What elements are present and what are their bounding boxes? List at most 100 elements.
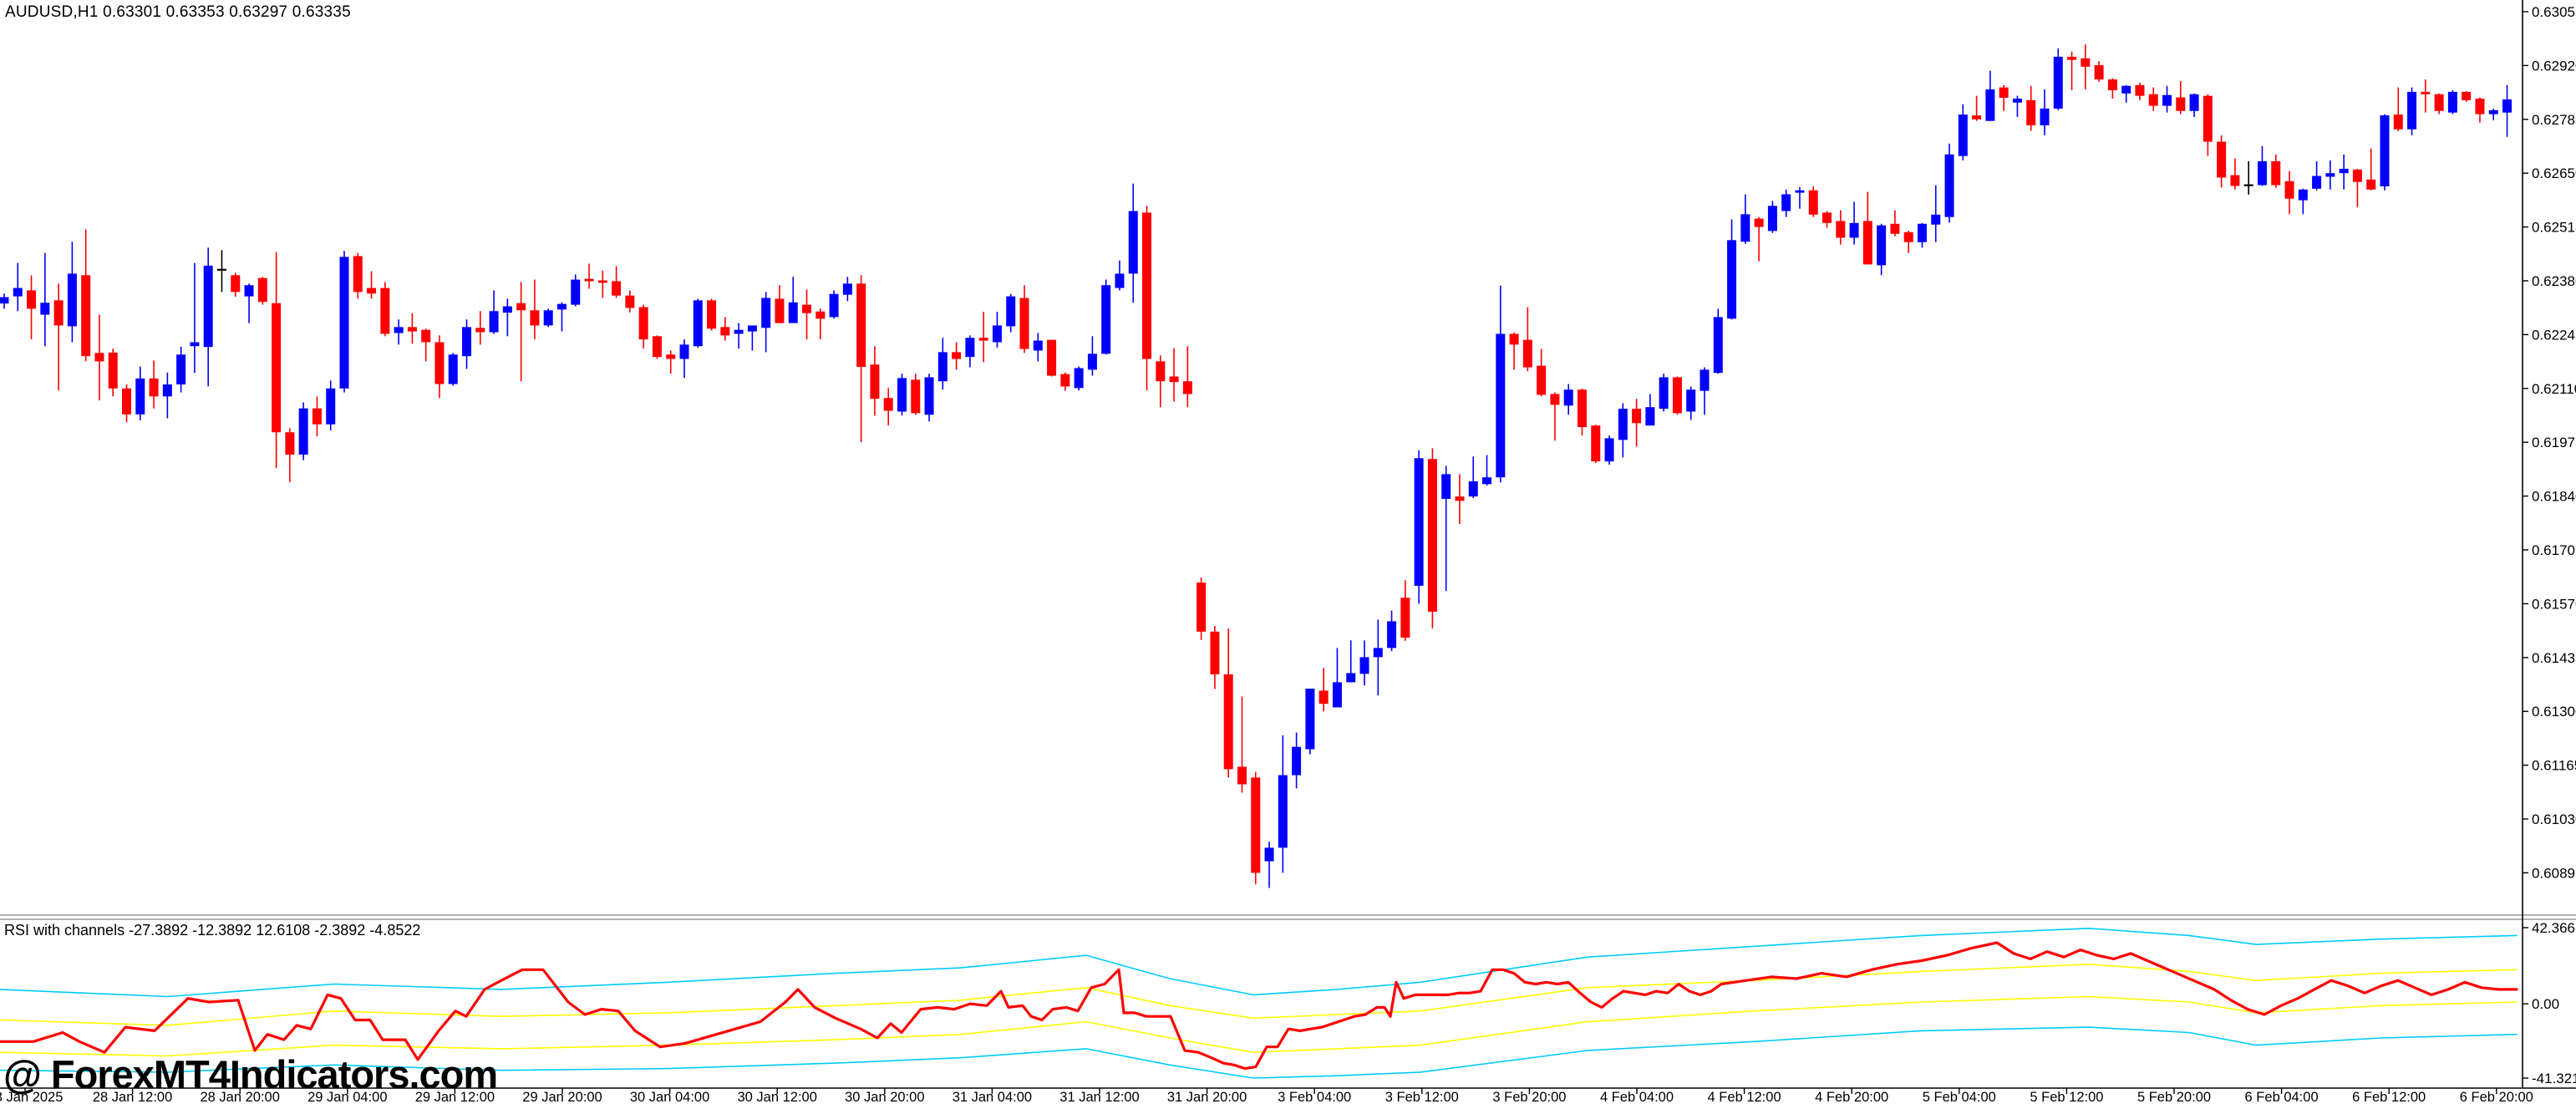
candle [2162,85,2172,113]
candle [1373,619,1383,696]
chart-title: AUDUSD,H1 0.63301 0.63353 0.63297 0.6333… [5,3,351,21]
candle [2230,158,2240,190]
time-axis-label[interactable]: 28 Jan 20:00 [200,1090,279,1105]
candle [1999,84,2009,111]
candle [2325,160,2335,190]
price-axis-label[interactable]: 0.61705 [2532,542,2576,558]
candle [2271,154,2281,188]
time-axis-label[interactable]: 28 Jan 2025 [0,1090,63,1105]
price-axis-label[interactable]: 0.63055 [2532,4,2576,20]
time-axis-label[interactable]: 31 Jan 20:00 [1167,1090,1247,1105]
candle [2284,170,2294,215]
price-axis-label[interactable]: 0.62245 [2532,327,2576,343]
candle [679,339,689,379]
time-axis-label[interactable]: 3 Feb 20:00 [1492,1090,1566,1105]
candle [2393,87,2403,132]
candle [434,335,445,399]
candle [2447,89,2457,114]
time-axis-label[interactable]: 5 Feb 04:00 [1923,1090,1996,1105]
time-axis-label[interactable]: 28 Jan 12:00 [93,1090,172,1105]
price-axis-label[interactable]: 0.61975 [2532,435,2576,450]
candle [1305,689,1315,755]
time-axis-label[interactable]: 6 Feb 04:00 [2245,1090,2319,1105]
time-axis-label[interactable]: 29 Jan 20:00 [522,1090,602,1105]
candle [1754,216,1764,262]
time-axis-label[interactable]: 30 Jan 20:00 [845,1090,924,1105]
time-axis-label[interactable]: 30 Jan 04:00 [630,1090,709,1105]
candle [802,289,812,340]
candle [775,285,785,323]
candle [1618,403,1628,458]
candle [1278,735,1288,873]
candle [1550,392,1560,441]
candle [707,298,717,331]
candle [244,283,254,323]
candle [992,312,1002,348]
candle [1482,455,1492,486]
candle [162,372,172,419]
candle [652,335,662,359]
time-axis-label[interactable]: 30 Jan 12:00 [737,1090,816,1105]
indicator-axis-label[interactable]: 42.366 [2532,920,2575,936]
RSI-line [0,941,2518,1071]
time-axis-label[interactable]: 4 Feb 04:00 [1600,1090,1674,1105]
candle [1197,577,1207,640]
time-axis-label[interactable]: 5 Feb 20:00 [2137,1090,2211,1105]
candle [2462,90,2472,102]
candle [272,252,282,469]
price-axis-label[interactable]: 0.61435 [2532,650,2576,666]
candle [2407,87,2417,135]
candle [149,360,159,409]
time-axis-label[interactable]: 29 Jan 04:00 [307,1090,387,1105]
candle [1074,366,1084,391]
time-axis-label[interactable]: 29 Jan 12:00 [415,1090,495,1105]
candle [1292,732,1302,789]
time-axis-label[interactable]: 5 Feb 12:00 [2030,1090,2103,1105]
candle [625,290,635,313]
candle [1468,456,1478,498]
price-axis-label[interactable]: 0.61165 [2532,758,2576,774]
candle [462,319,472,369]
candle [1686,386,1696,420]
candle [231,272,241,298]
price-axis-label[interactable]: 0.62515 [2532,220,2576,236]
time-axis-label[interactable]: 31 Jan 04:00 [953,1090,1032,1105]
candle [2053,48,2063,110]
time-axis-label[interactable]: 6 Feb 20:00 [2460,1090,2533,1105]
candle [788,277,798,323]
watermark: @ ForexMT4Indicators.com [3,1052,498,1096]
candle [1033,333,1043,362]
indicator-axis-label[interactable]: -41.3218 [2532,1071,2576,1086]
candle [2107,78,2117,99]
candle [312,396,322,437]
candle [1985,70,1995,121]
time-axis-label[interactable]: 31 Jan 12:00 [1059,1090,1139,1105]
candle [1931,185,1941,242]
time-axis-label[interactable]: 6 Feb 12:00 [2352,1090,2426,1105]
candle [897,374,907,416]
candle [0,293,9,309]
candle [965,335,975,368]
time-axis-label[interactable]: 4 Feb 20:00 [1815,1090,1888,1105]
candle [1849,201,1859,245]
time-axis-label[interactable]: 3 Feb 12:00 [1385,1090,1459,1105]
candle [2026,85,2036,131]
candle [1210,626,1220,689]
candle [1414,450,1424,604]
candle [448,353,458,386]
candle [2203,94,2213,156]
time-axis-label[interactable]: 4 Feb 12:00 [1708,1090,1781,1105]
price-axis-label[interactable]: 0.62785 [2532,112,2576,128]
time-axis-label[interactable]: 3 Feb 04:00 [1278,1090,1351,1105]
price-axis-label[interactable]: 0.60895 [2532,865,2576,881]
indicator-axis-label[interactable]: 0.00 [2532,996,2559,1012]
